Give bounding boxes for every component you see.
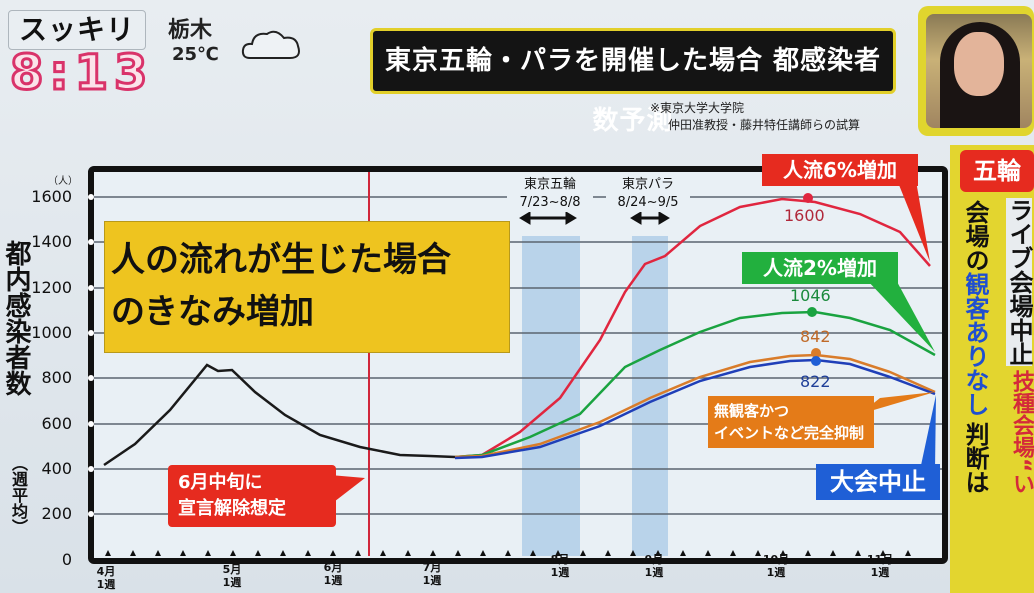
- olympics-dates: 7/23~8/8: [519, 195, 581, 210]
- y-axis-title: 都内感染者数: [1, 240, 31, 396]
- x-tick-label: 4月 1週: [86, 565, 126, 591]
- side-panel-text-black-2: 判断は: [961, 422, 989, 494]
- x-tick-week: 1週: [870, 566, 890, 579]
- paralympics-period-label: 東京パラ 8/24~9/5: [606, 176, 690, 212]
- orange-callout-line-2: イベントなど完全抑制: [714, 424, 865, 442]
- x-axis-ticks: [105, 550, 911, 556]
- presenter-photo: [926, 14, 1032, 128]
- clock: 8:13: [8, 45, 154, 102]
- main-annotation: 人の流れが生じた場合 のきなみ増加: [104, 221, 510, 353]
- x-tick-week: 1週: [766, 566, 786, 579]
- x-tick-week: 1週: [422, 574, 442, 587]
- show-logo: スッキリ: [8, 10, 146, 50]
- x-tick-label: 8月 1週: [540, 553, 580, 579]
- series-blue-line: [454, 358, 936, 460]
- x-tick-label: 6月 1週: [313, 561, 353, 587]
- side-panel-column-3: 技種会場“い: [1009, 370, 1034, 495]
- main-annotation-line-1: 人の流れが生じた場合: [111, 240, 451, 280]
- peak-marker-red: [803, 193, 813, 203]
- x-tick-label: 10月 1週: [756, 553, 796, 579]
- x-tick-label: 7月 1週: [412, 561, 452, 587]
- peak-marker-green: [807, 307, 817, 317]
- series-common-line: [103, 363, 456, 467]
- x-tick-month: 8月: [550, 553, 570, 566]
- y-tick: 1400: [31, 232, 72, 251]
- x-tick-month: 7月: [422, 561, 442, 574]
- peak-marker-orange: [811, 348, 821, 358]
- y-tick: 400: [41, 459, 72, 478]
- callout-red-6pct: 人流6%増加: [762, 154, 918, 186]
- peak-value-green: 1046: [790, 286, 831, 305]
- series-orange-line: [454, 353, 936, 459]
- y-tick: 1200: [31, 278, 72, 297]
- callout-green-2pct: 人流2%増加: [742, 252, 898, 284]
- x-tick-label: 5月 1週: [212, 563, 252, 589]
- x-tick-week: 1週: [222, 576, 242, 589]
- x-tick-month: 5月: [222, 563, 242, 576]
- callout-orange-no-spectators: 無観客かつ イベントなど完全抑制: [708, 396, 874, 448]
- paralympics-period-arrow: [630, 211, 670, 225]
- x-tick-week: 1週: [644, 566, 664, 579]
- series-red-line: [454, 197, 931, 459]
- x-tick-label: 9月 1週: [634, 553, 674, 579]
- side-panel-text-blue: 観客ありなし: [961, 272, 989, 416]
- presenter-face: [954, 32, 1004, 96]
- y-tick: 1000: [31, 323, 72, 342]
- x-tick-label: 11月 1週: [860, 553, 900, 579]
- x-tick-week: 1週: [323, 574, 343, 587]
- y-tick: 800: [41, 368, 72, 387]
- orange-callout-pointer: [860, 392, 935, 414]
- y-tick: 1600: [31, 187, 72, 206]
- olympics-period-band: [522, 236, 580, 556]
- series-green-line: [454, 310, 936, 459]
- x-tick-week: 1週: [550, 566, 570, 579]
- green-callout-pointer: [865, 278, 935, 352]
- source-line-1: ※東京大学大学院: [650, 101, 745, 115]
- note-line-2: 宣言解除想定: [178, 498, 286, 519]
- y-axis-subtitle: （週平均）: [9, 455, 28, 535]
- y-tick: 600: [41, 414, 72, 433]
- weather-city: 栃木: [168, 18, 213, 43]
- side-panel-text-black: 会場の: [961, 200, 989, 272]
- y-axis-markers: [88, 194, 94, 517]
- olympics-period-arrow: [519, 211, 577, 225]
- x-tick-month: 4月: [96, 565, 116, 578]
- olympics-name: 東京五輪: [523, 177, 576, 192]
- peak-value-red: 1600: [784, 206, 825, 225]
- side-panel-column-1: ライブ会場中止: [1005, 198, 1033, 366]
- x-tick-week: 1週: [96, 578, 116, 591]
- source-line-2: 仲田准教授・藤井特任講師らの試算: [668, 118, 861, 132]
- peak-value-orange: 842: [800, 327, 831, 346]
- peak-value-blue: 822: [800, 372, 831, 391]
- paralympics-name: 東京パラ: [621, 177, 674, 192]
- red-callout-pointer: [895, 175, 930, 262]
- declaration-note-callout: 6月中旬に 宣言解除想定: [168, 465, 336, 527]
- main-annotation-line-2: のきなみ増加: [111, 292, 314, 332]
- source-note: ※東京大学大学院 仲田准教授・藤井特任講師らの試算: [650, 100, 860, 134]
- olympics-period-label: 東京五輪 7/23~8/8: [507, 176, 593, 212]
- headline-title: 東京五輪・パラを開催した場合 都感染者数予測: [370, 28, 896, 136]
- x-tick-month: 11月: [866, 553, 894, 566]
- note-line-1: 6月中旬に: [178, 472, 263, 493]
- weather-temperature: 25℃: [172, 44, 219, 65]
- note-callout-pointer: [330, 475, 365, 505]
- cloud-icon: [241, 30, 300, 59]
- y-tick: 200: [41, 504, 72, 523]
- side-panel-tag: 五輪: [960, 150, 1034, 192]
- y-tick: 0: [61, 550, 72, 569]
- x-tick-month: 6月: [323, 561, 343, 574]
- presenter-inset: [918, 6, 1034, 136]
- orange-callout-line-1: 無観客かつ: [714, 402, 790, 420]
- paralympics-dates: 8/24~9/5: [617, 195, 679, 210]
- x-tick-month: 9月: [644, 553, 664, 566]
- y-axis-unit: （人）: [48, 176, 78, 187]
- peak-marker-blue: [811, 356, 821, 366]
- blue-callout-pointer: [920, 395, 936, 470]
- x-tick-month: 10月: [762, 553, 790, 566]
- side-panel-column-2: 会場の観客ありなし判断は: [961, 200, 989, 494]
- callout-blue-cancel: 大会中止: [816, 464, 940, 500]
